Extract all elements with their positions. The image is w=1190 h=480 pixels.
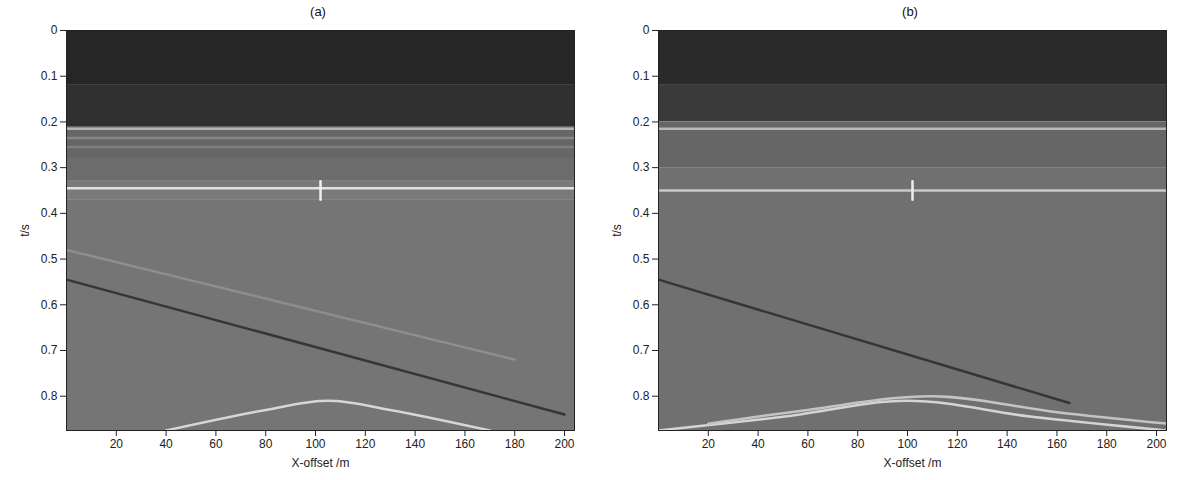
svg-text:40: 40 [159, 437, 173, 451]
html-text:(b): (b) [902, 4, 918, 19]
svg-text:0.7: 0.7 [41, 343, 58, 357]
svg-text:0.1: 0.1 [41, 69, 58, 83]
svg-text:X-offset /m: X-offset /m [292, 456, 350, 470]
svg-text:0.7: 0.7 [633, 343, 650, 357]
svg-text:120: 120 [355, 437, 375, 451]
svg-text:140: 140 [997, 437, 1017, 451]
svg-text:120: 120 [947, 437, 967, 451]
svg-text:200: 200 [1147, 437, 1167, 451]
svg-text:t/s: t/s [18, 224, 32, 237]
svg-text:160: 160 [1047, 437, 1067, 451]
svg-text:100: 100 [898, 437, 918, 451]
svg-text:60: 60 [801, 437, 815, 451]
svg-text:0.2: 0.2 [633, 115, 650, 129]
svg-text:0.2: 0.2 [41, 115, 58, 129]
svg-text:0.6: 0.6 [633, 298, 650, 312]
svg-text:0.8: 0.8 [41, 389, 58, 403]
svg-text:X-offset /m: X-offset /m [884, 456, 942, 470]
svg-text:0: 0 [643, 23, 650, 37]
svg-text:20: 20 [702, 437, 716, 451]
svg-text:80: 80 [851, 437, 865, 451]
svg-text:20: 20 [110, 437, 124, 451]
svg-text:80: 80 [259, 437, 273, 451]
svg-text:40: 40 [751, 437, 765, 451]
svg-text:140: 140 [405, 437, 425, 451]
svg-text:0: 0 [51, 23, 58, 37]
svg-text:100: 100 [306, 437, 326, 451]
svg-text:180: 180 [1097, 437, 1117, 451]
svg-text:0.6: 0.6 [41, 298, 58, 312]
svg-text:60: 60 [209, 437, 223, 451]
svg-text:0.4: 0.4 [633, 206, 650, 220]
svg-text:0.5: 0.5 [41, 252, 58, 266]
svg-text:0.5: 0.5 [633, 252, 650, 266]
svg-text:160: 160 [455, 437, 475, 451]
svg-text:0.8: 0.8 [633, 389, 650, 403]
svg-text:0.3: 0.3 [633, 160, 650, 174]
html-text:(a): (a) [310, 4, 326, 19]
svg-text:t/s: t/s [610, 224, 624, 237]
svg-text:0.3: 0.3 [41, 160, 58, 174]
svg-text:0.1: 0.1 [633, 69, 650, 83]
svg-text:200: 200 [555, 437, 575, 451]
svg-text:180: 180 [505, 437, 525, 451]
svg-text:0.4: 0.4 [41, 206, 58, 220]
